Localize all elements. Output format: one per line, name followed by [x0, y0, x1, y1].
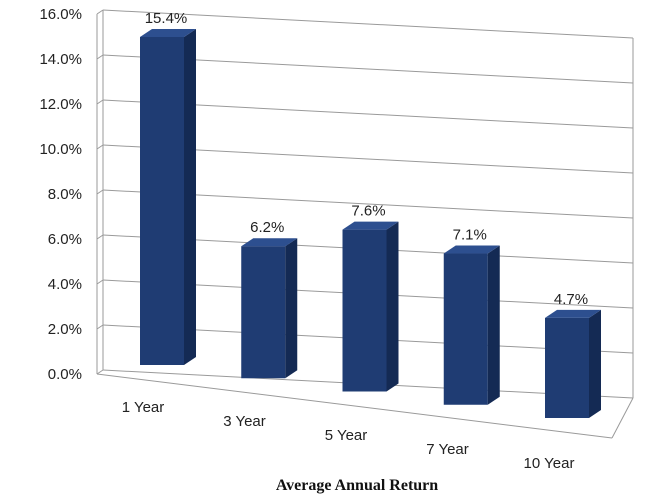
y-tick-label: 6.0%	[48, 231, 82, 248]
floor-front-edge	[96, 373, 613, 439]
bar	[241, 238, 298, 379]
y-tick-label: 8.0%	[48, 186, 82, 203]
bar	[140, 28, 196, 365]
x-tick-label: 7 Year	[426, 441, 469, 458]
bar-side	[589, 309, 601, 418]
gridline-stub	[96, 234, 104, 240]
bar-top	[443, 245, 500, 254]
gridline-stub	[96, 144, 104, 150]
y-tick-label: 2.0%	[48, 321, 82, 338]
gridline-stub	[96, 324, 104, 330]
gridline-stub	[96, 54, 104, 60]
bar-front	[443, 253, 488, 405]
bar-top	[241, 238, 298, 247]
x-axis-title: Average Annual Return	[276, 477, 438, 494]
labels: 0.0% 2.0% 4.0% 6.0% 8.0% 10.0% 12.0% 14.0% 16.0%…	[39, 6, 588, 472]
gridline-stub	[96, 279, 104, 285]
bar-side	[386, 221, 399, 392]
y-tick-label: 0.0%	[48, 366, 82, 383]
bar	[443, 245, 500, 405]
gridline-stub	[96, 369, 104, 375]
bar-front	[342, 229, 387, 392]
bar-front	[140, 36, 184, 365]
floor-right-edge	[611, 397, 634, 439]
data-label: 15.4%	[145, 10, 188, 27]
bar-side	[184, 28, 196, 365]
gridline-stub	[96, 9, 104, 15]
gridline-stub	[96, 99, 104, 105]
bar-side	[285, 238, 298, 379]
data-label: 4.7%	[554, 291, 588, 308]
y-tick-label: 16.0%	[39, 6, 82, 23]
bar-side	[487, 245, 500, 405]
gridline-stub	[96, 189, 104, 195]
data-label: 7.6%	[351, 203, 385, 220]
y-tick-label: 14.0%	[39, 51, 82, 68]
bar	[342, 221, 399, 392]
y-tick-label: 12.0%	[39, 96, 82, 113]
bars	[140, 28, 601, 418]
x-tick-label: 1 Year	[122, 399, 165, 416]
data-label: 7.1%	[453, 227, 487, 244]
x-tick-label: 5 Year	[325, 427, 368, 444]
y-tick-label: 10.0%	[39, 141, 82, 158]
bar-front	[241, 246, 286, 379]
data-label: 6.2%	[250, 219, 284, 236]
y-tick-label: 4.0%	[48, 276, 82, 293]
x-tick-label: 3 Year	[223, 413, 266, 430]
bar-top	[140, 28, 196, 37]
x-tick-label: 10 Year	[524, 455, 575, 472]
bar	[545, 309, 601, 418]
bar-front	[545, 317, 589, 418]
bar-top	[545, 309, 601, 318]
bar-top	[342, 221, 399, 230]
gridline	[102, 9, 634, 39]
